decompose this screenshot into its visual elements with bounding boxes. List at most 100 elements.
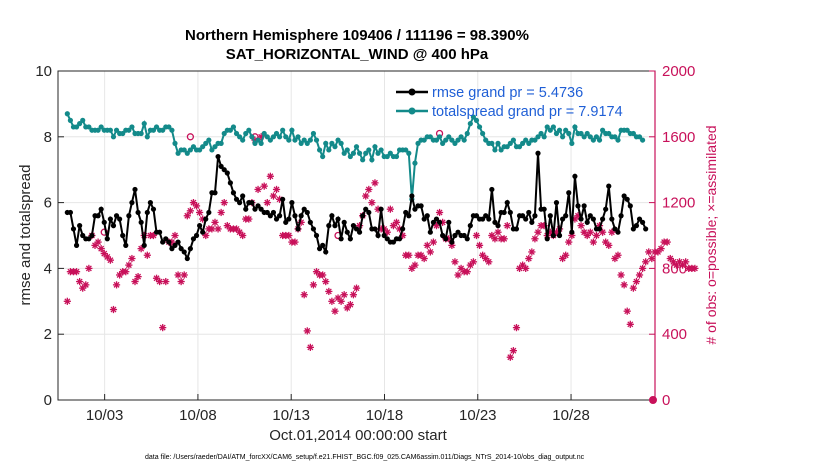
totalspread-point	[563, 127, 569, 133]
rmse-point	[590, 216, 596, 222]
rmse-point	[513, 226, 520, 232]
obs-asterisk-stroke	[495, 229, 501, 236]
obs-asterisk-stroke	[436, 209, 443, 216]
obs-assimilated-marker	[586, 228, 594, 236]
totalspread-point	[449, 137, 455, 143]
rmse-point	[381, 232, 387, 239]
totalspread-point	[600, 127, 606, 133]
rmse-point	[372, 226, 378, 232]
obs-asterisk-stroke	[178, 278, 185, 285]
rmse-point	[264, 209, 270, 216]
rmse-point	[452, 232, 458, 239]
obs-asterisk-stroke	[691, 265, 698, 272]
rmse-point	[547, 213, 553, 219]
obs-assimilated-marker	[691, 264, 699, 272]
obs-asterisk-stroke	[362, 193, 369, 199]
totalspread-point	[335, 137, 341, 143]
rmse-point	[627, 203, 633, 209]
legend-totalspread-label: totalspread grand pr = 7.9174	[432, 104, 623, 120]
rmse-point	[73, 242, 80, 248]
obs-asterisk-stroke	[676, 258, 683, 265]
y-tick-label: 4	[44, 260, 52, 277]
totalspread-point	[480, 130, 486, 137]
y2-tick-label: 2000	[662, 63, 695, 80]
totalspread-point	[227, 127, 233, 133]
obs-assimilated-marker	[208, 225, 216, 233]
totalspread-point	[323, 140, 329, 146]
obs-assimilated-marker	[94, 238, 102, 246]
rmse-point	[160, 239, 166, 245]
rmse-point	[218, 163, 224, 170]
obs-assimilated-marker	[435, 208, 444, 217]
totalspread-point	[412, 160, 418, 166]
footnote: data file: /Users/raeder/DAI/ATM_forcXX/…	[145, 454, 585, 461]
obs-asterisk-stroke	[578, 222, 585, 229]
rmse-point	[643, 226, 649, 232]
rmse-point	[621, 193, 627, 199]
obs-asterisk-stroke	[301, 291, 308, 298]
totalspread-point	[393, 153, 400, 160]
rmse-point	[553, 200, 560, 206]
totalspread-point	[516, 144, 523, 150]
totalspread-point	[150, 127, 157, 133]
obs-asterisk-stroke	[98, 245, 105, 252]
rmse-point	[618, 213, 624, 219]
rmse-point	[132, 186, 138, 193]
x-tick-label: 10/28	[552, 407, 590, 424]
totalspread-point	[292, 137, 298, 143]
obs-asterisk-stroke	[602, 239, 609, 246]
obs-assimilated-marker	[285, 231, 293, 240]
rmse-point	[98, 206, 104, 212]
totalspread-point	[153, 124, 160, 130]
obs-assimilated-marker	[183, 212, 191, 220]
obs-asterisk-stroke	[255, 186, 262, 193]
rmse-point	[347, 236, 353, 242]
rmse-point	[316, 246, 323, 252]
obs-assimilated-marker	[309, 281, 318, 289]
obs-assimilated-marker	[159, 324, 167, 332]
totalspread-point	[181, 147, 187, 153]
totalspread-point	[77, 121, 83, 127]
obs-asterisk-stroke	[633, 278, 640, 285]
y-tick-label: 6	[44, 195, 52, 212]
obs-asterisk-stroke	[562, 252, 569, 259]
obs-assimilated-marker	[106, 256, 114, 264]
rmse-point	[252, 206, 258, 212]
rmse-point	[603, 206, 609, 212]
obs-asterisk-stroke	[135, 273, 142, 280]
y2-tick-label: 1600	[662, 129, 695, 146]
obs-assimilated-marker	[306, 343, 314, 351]
rmse-point	[535, 150, 541, 156]
obs-assimilated-marker	[134, 273, 142, 281]
rmse-point	[178, 246, 184, 252]
totalspread-point	[129, 124, 135, 130]
obs-assimilated-marker	[272, 185, 281, 194]
totalspread-point	[476, 124, 483, 130]
obs-asterisk-stroke	[187, 207, 194, 214]
totalspread-point	[495, 140, 501, 146]
totalspread-point	[169, 127, 175, 133]
totalspread-point	[387, 150, 393, 156]
obs-asterisk-stroke	[181, 272, 188, 278]
rmse-point	[624, 196, 630, 202]
obs-asterisk-stroke	[648, 255, 655, 262]
obs-asterisk-stroke	[313, 268, 320, 275]
totalspread-point	[467, 121, 473, 127]
rmse-point	[578, 216, 584, 222]
obs-asterisk-stroke	[184, 212, 191, 219]
obs-asterisk-stroke	[221, 199, 228, 206]
totalspread-point	[556, 127, 563, 133]
rmse-point	[572, 173, 578, 179]
rmse-point	[449, 239, 455, 245]
rmse-point	[120, 232, 126, 239]
obs-asterisk-stroke	[215, 225, 222, 232]
totalspread-point	[255, 137, 261, 143]
obs-assimilated-marker	[82, 281, 90, 289]
obs-asterisk-stroke	[618, 272, 625, 278]
obs-asterisk-stroke	[153, 275, 160, 282]
obs-assimilated-marker	[426, 248, 434, 256]
rmse-point	[606, 183, 612, 189]
rmse-point	[396, 236, 403, 242]
rmse-point	[584, 219, 590, 225]
x-tick-label: 10/03	[86, 407, 124, 424]
